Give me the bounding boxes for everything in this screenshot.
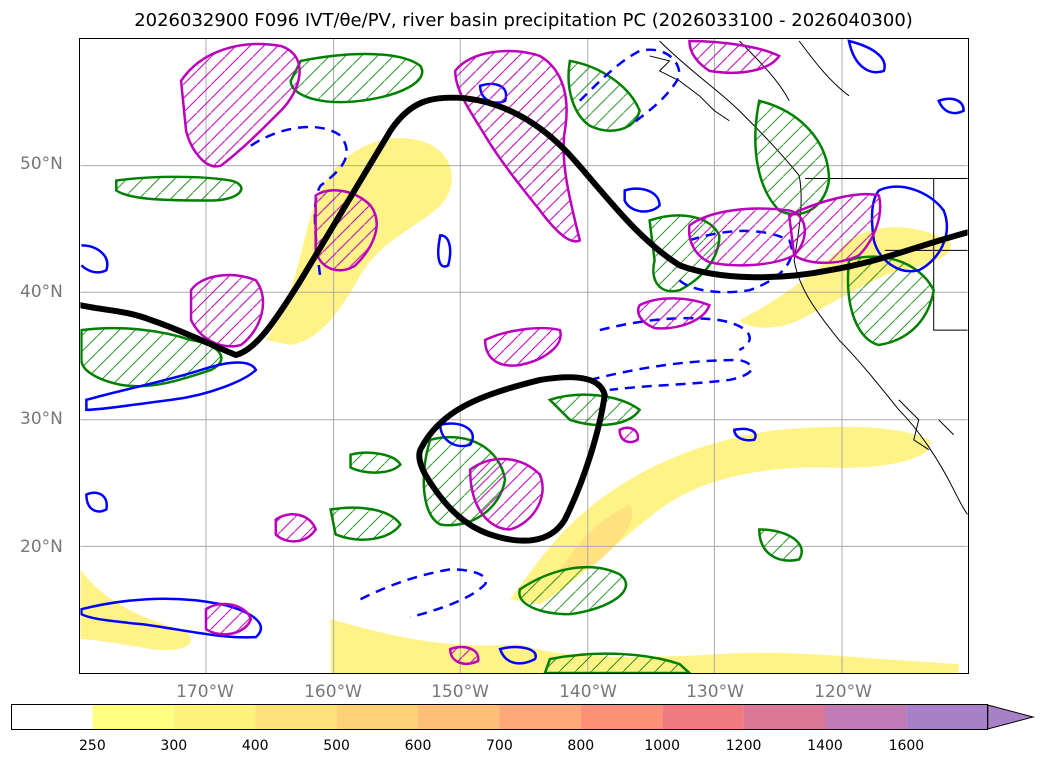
colorbar-tick-label: 1200: [725, 738, 762, 754]
colorbar-tick-label: 700: [486, 738, 513, 754]
map-title: 2026032900 F096 IVT/θe/PV, river basin p…: [134, 10, 913, 31]
lat-label-20n: 20°N: [20, 537, 63, 557]
colorbar-tick-label: 500: [323, 738, 350, 754]
coastline: [649, 40, 968, 515]
black-contours: [80, 94, 968, 544]
colorbar-extend-arrow: [987, 704, 1035, 730]
colorbar: [11, 704, 1035, 730]
lon-label-120w: 120°W: [814, 682, 872, 702]
colorbar-tick-label: 250: [79, 738, 106, 754]
lon-label-150w: 150°W: [431, 682, 489, 702]
colorbar-cell: [255, 705, 337, 729]
ivt-core: [559, 504, 633, 570]
map-canvas: [80, 39, 968, 673]
lat-label-40n: 40°N: [20, 282, 63, 302]
theta-e-contours: [80, 52, 936, 673]
colorbar-cell: [580, 705, 663, 729]
colorbar-cell: [92, 705, 174, 729]
colorbar-cell: [743, 705, 825, 729]
lon-label-130w: 130°W: [686, 682, 744, 702]
colorbar-cell: [173, 705, 256, 729]
colorbar-cell: [906, 705, 988, 729]
colorbar-tick-label: 800: [567, 738, 595, 754]
colorbar-tick-label: 1600: [888, 738, 925, 754]
colorbar-tick-label: 400: [241, 738, 269, 754]
colorbar-tick-label: 1000: [644, 738, 681, 754]
lat-label-30n: 30°N: [20, 409, 63, 429]
lon-label-140w: 140°W: [559, 682, 617, 702]
colorbar-tick-label: 600: [404, 738, 432, 754]
colorbar-cell: [418, 705, 500, 729]
lon-label-170w: 170°W: [176, 682, 234, 702]
map-panel: [79, 38, 969, 674]
colorbar-cell: [499, 705, 581, 729]
precip-pc-regions: [179, 39, 882, 665]
colorbar-tick-label: 1400: [807, 738, 843, 754]
colorbar-cell: [825, 705, 907, 729]
colorbar-cell: [336, 705, 418, 729]
colorbar-cell: [662, 705, 744, 729]
lon-label-160w: 160°W: [304, 682, 362, 702]
colorbar-tick-label: 300: [160, 738, 188, 754]
lat-label-50n: 50°N: [20, 154, 63, 174]
colorbar-cell: [11, 705, 93, 729]
